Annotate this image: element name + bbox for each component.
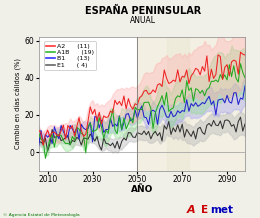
Text: A: A [187, 205, 196, 215]
X-axis label: AÑO: AÑO [131, 185, 153, 194]
Text: E: E [202, 205, 209, 215]
Bar [137, 37, 245, 171]
Text: met: met [210, 205, 233, 215]
Text: © Agencia Estatal de Meteorología: © Agencia Estatal de Meteorología [3, 213, 79, 217]
Legend: A2      (11), A1B      (19), B1      (13), E1      ( 4): A2 (11), A1B (19), B1 (13), E1 ( 4) [44, 41, 96, 70]
Text: ANUAL: ANUAL [130, 16, 156, 25]
Y-axis label: Cambio en días cálidos (%): Cambio en días cálidos (%) [15, 58, 22, 149]
Text: ESPAÑA PENINSULAR: ESPAÑA PENINSULAR [85, 5, 201, 15]
Bar [166, 37, 189, 171]
